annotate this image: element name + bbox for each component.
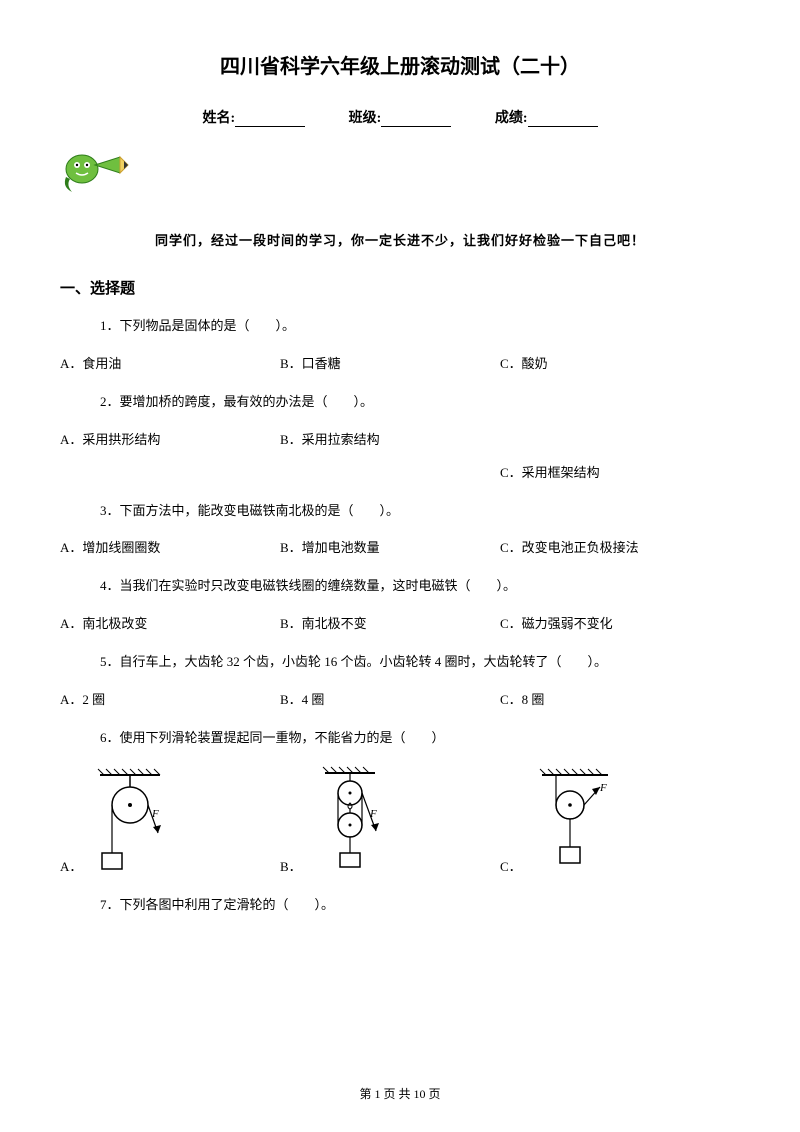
q4-option-b: B．南北极不变	[280, 613, 500, 632]
question-3: 3．下面方法中，能改变电磁铁南北极的是（ ）。	[100, 501, 740, 522]
svg-text:F: F	[151, 808, 159, 820]
question-2: 2．要增加桥的跨度，最有效的办法是（ ）。	[100, 392, 740, 413]
pencil-icon	[60, 147, 130, 197]
name-label: 姓名:	[202, 111, 235, 126]
score-blank[interactable]	[528, 113, 598, 127]
q3-option-c: C．改变电池正负极接法	[500, 537, 720, 556]
q2-option-c: C．采用框架结构	[500, 462, 720, 481]
class-label: 班级:	[349, 111, 382, 126]
section-1-header: 一、选择题	[60, 277, 740, 298]
q6-option-c-label: C．	[500, 856, 522, 875]
pulley-diagram-c: F	[530, 765, 630, 875]
q3-option-a: A．增加线圈圈数	[60, 537, 280, 556]
q3-option-b: B．增加电池数量	[280, 537, 500, 556]
q5-option-a: A．2 圈	[60, 689, 280, 708]
page-footer: 第 1 页 共 10 页	[0, 1085, 800, 1102]
question-4-options: A．南北极改变 B．南北极不变 C．磁力强弱不变化	[60, 613, 740, 632]
q6-option-a-label: A．	[60, 856, 82, 875]
q4-option-c: C．磁力强弱不变化	[500, 613, 720, 632]
student-info-row: 姓名: 班级: 成绩:	[60, 107, 740, 127]
question-6: 6．使用下列滑轮装置提起同一重物，不能省力的是（ ）	[100, 728, 740, 749]
question-7: 7．下列各图中利用了定滑轮的（ ）。	[100, 895, 740, 916]
question-2-options: A．采用拱形结构 B．采用拉索结构 C．采用框架结构	[60, 429, 740, 481]
question-5-options: A．2 圈 B．4 圈 C．8 圈	[60, 689, 740, 708]
question-1: 1．下列物品是固体的是（ ）。	[100, 316, 740, 337]
q1-option-b: B．口香糖	[280, 353, 500, 372]
svg-text:F: F	[369, 808, 377, 820]
q1-option-a: A．食用油	[60, 353, 280, 372]
q6-option-b-label: B．	[280, 856, 302, 875]
question-4: 4．当我们在实验时只改变电磁铁线圈的缠绕数量，这时电磁铁（ ）。	[100, 576, 740, 597]
question-1-options: A．食用油 B．口香糖 C．酸奶	[60, 353, 740, 372]
q1-option-c: C．酸奶	[500, 353, 720, 372]
class-blank[interactable]	[381, 113, 451, 127]
question-5: 5．自行车上，大齿轮 32 个齿，小齿轮 16 个齿。小齿轮转 4 圈时，大齿轮…	[100, 652, 740, 673]
q5-option-b: B．4 圈	[280, 689, 500, 708]
q5-option-c: C．8 圈	[500, 689, 720, 708]
q2-option-a: A．采用拱形结构	[60, 429, 280, 448]
name-blank[interactable]	[235, 113, 305, 127]
q2-option-b: B．采用拉索结构	[280, 429, 500, 448]
question-6-options: A． F B．	[60, 765, 740, 875]
pulley-diagram-b: F	[310, 765, 410, 875]
question-3-options: A．增加线圈圈数 B．增加电池数量 C．改变电池正负极接法	[60, 537, 740, 556]
pulley-diagram-a: F	[90, 765, 190, 875]
svg-text:F: F	[599, 782, 607, 794]
encourage-text: 同学们，经过一段时间的学习，你一定长进不少，让我们好好检验一下自己吧！	[60, 230, 740, 249]
score-label: 成绩:	[495, 111, 528, 126]
page-title: 四川省科学六年级上册滚动测试（二十）	[60, 50, 740, 79]
q4-option-a: A．南北极改变	[60, 613, 280, 632]
